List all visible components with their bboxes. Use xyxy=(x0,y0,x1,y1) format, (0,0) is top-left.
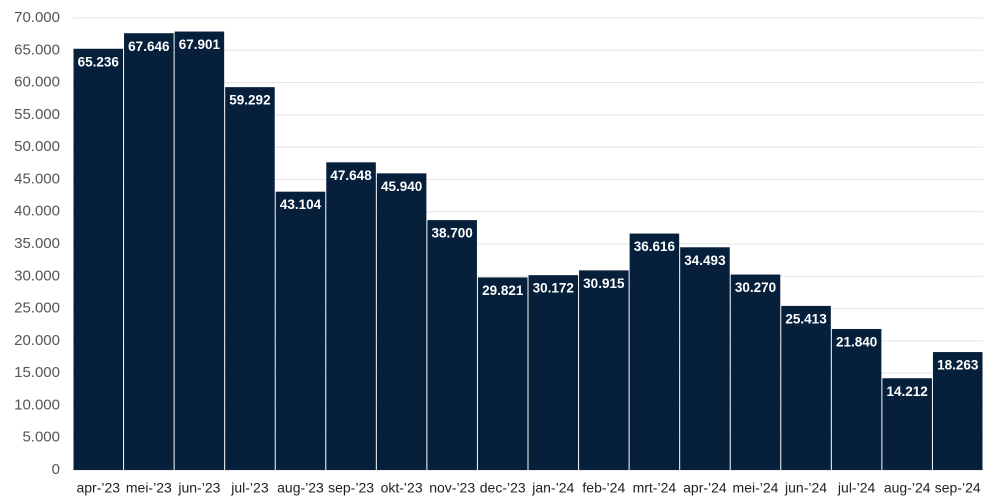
bar xyxy=(629,233,680,470)
x-tick-label: sep-’24 xyxy=(935,480,981,496)
value-label: 59.292 xyxy=(229,93,270,108)
y-tick-label: 70.000 xyxy=(14,9,60,26)
value-label: 43.104 xyxy=(280,197,322,212)
value-label: 67.901 xyxy=(179,37,221,52)
y-tick-label: 50.000 xyxy=(14,138,60,155)
bar xyxy=(781,305,831,470)
y-tick-label: 10.000 xyxy=(14,396,60,413)
x-tick-label: sep-’23 xyxy=(328,480,374,496)
bar xyxy=(376,173,427,470)
y-tick-label: 55.000 xyxy=(14,106,60,123)
value-label: 67.646 xyxy=(128,39,170,54)
y-tick-label: 45.000 xyxy=(14,170,60,187)
y-tick-label: 65.000 xyxy=(14,41,60,58)
value-label: 14.212 xyxy=(887,384,928,399)
x-tick-label: mei-’23 xyxy=(126,480,172,496)
value-label: 65.236 xyxy=(78,54,120,69)
y-tick-label: 40.000 xyxy=(14,203,60,220)
value-label: 38.700 xyxy=(432,226,473,241)
value-label: 30.915 xyxy=(583,276,625,291)
x-tick-label: mei-’24 xyxy=(733,480,779,496)
bar xyxy=(427,220,477,470)
y-tick-label: 35.000 xyxy=(14,235,60,252)
bar xyxy=(477,277,528,470)
y-tick-label: 30.000 xyxy=(14,267,60,284)
bar xyxy=(579,270,629,470)
x-tick-label: jul-’24 xyxy=(837,480,876,496)
value-label: 30.270 xyxy=(735,280,776,295)
x-tick-label: jul-’23 xyxy=(230,480,269,496)
x-tick-label: nov-’23 xyxy=(429,480,475,496)
bar xyxy=(528,275,579,470)
y-tick-label: 15.000 xyxy=(14,364,60,381)
y-tick-label: 60.000 xyxy=(14,74,60,91)
y-tick-label: 25.000 xyxy=(14,300,60,317)
value-label: 21.840 xyxy=(836,335,877,350)
x-tick-label: okt-’23 xyxy=(381,480,423,496)
value-label: 34.493 xyxy=(684,253,726,268)
bar xyxy=(932,352,983,470)
x-tick-label: apr-’23 xyxy=(76,480,120,496)
x-tick-label: apr-’24 xyxy=(683,480,727,496)
value-label: 18.263 xyxy=(937,358,979,373)
x-tick-label: dec-’23 xyxy=(480,480,526,496)
bar xyxy=(225,87,275,470)
bar xyxy=(326,162,376,470)
x-tick-label: jun-’23 xyxy=(177,480,220,496)
y-tick-label: 0 xyxy=(52,461,60,478)
x-tick-label: jan-’24 xyxy=(531,480,574,496)
value-label: 30.172 xyxy=(533,281,574,296)
x-tick-label: aug-’24 xyxy=(884,480,931,496)
bar xyxy=(275,191,326,470)
value-label: 45.940 xyxy=(381,179,422,194)
value-label: 36.616 xyxy=(634,239,676,254)
value-label: 25.413 xyxy=(785,311,827,326)
bar xyxy=(174,31,225,471)
y-tick-label: 20.000 xyxy=(14,332,60,349)
value-label: 29.821 xyxy=(482,283,524,298)
y-tick-label: 5.000 xyxy=(22,429,60,446)
bar xyxy=(831,328,882,470)
x-tick-label: mrt-’24 xyxy=(633,480,677,496)
bar xyxy=(73,48,124,470)
bar xyxy=(680,247,730,470)
x-tick-label: feb-’24 xyxy=(582,480,625,496)
bar xyxy=(730,274,781,470)
bar xyxy=(124,33,174,471)
bar xyxy=(882,378,932,470)
value-label: 47.648 xyxy=(330,168,372,183)
x-tick-label: jun-’24 xyxy=(784,480,827,496)
x-tick-label: aug-’23 xyxy=(277,480,324,496)
